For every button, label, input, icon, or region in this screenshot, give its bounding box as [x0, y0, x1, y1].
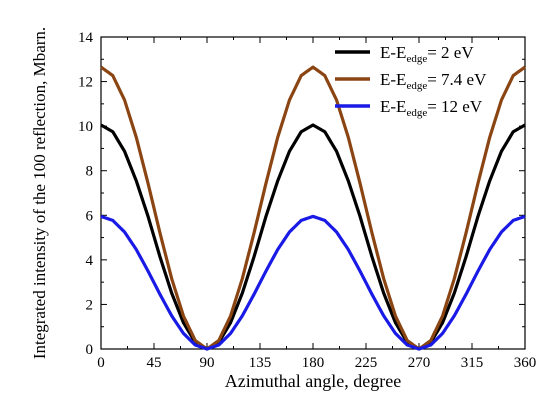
y-tick-label: 8	[86, 164, 94, 180]
y-tick-label: 4	[86, 253, 94, 269]
y-tick-label: 10	[78, 119, 93, 135]
legend-label-3: E-Eedge= 12 eV	[380, 97, 483, 119]
axis-ticks	[100, 36, 526, 350]
x-axis-label: Azimuthal angle, degree	[225, 371, 401, 391]
x-tick-label: 360	[514, 355, 537, 371]
x-tick-label: 180	[302, 355, 325, 371]
x-tick-label: 135	[249, 355, 272, 371]
series-line-1	[100, 123, 526, 351]
y-tick-label: 6	[86, 208, 94, 224]
legend-label-1: E-Eedge= 2 eV	[380, 43, 474, 65]
y-tick-label: 2	[86, 297, 94, 313]
y-tick-label: 12	[78, 75, 93, 91]
x-tick-label: 0	[97, 355, 105, 371]
y-tick-label: 14	[78, 30, 94, 46]
series-lines	[100, 65, 526, 351]
x-tick-label: 45	[147, 355, 162, 371]
x-tick-label: 90	[200, 355, 215, 371]
legend-label-2: E-Eedge= 7.4 eV	[380, 70, 487, 92]
x-tick-label: 270	[408, 355, 431, 371]
legend: E-Eedge= 2 eV E-Eedge= 7.4 eV E-Eedge= 12 …	[335, 43, 487, 119]
y-axis-label: Integrated intensity of the 100 reflecti…	[30, 27, 49, 359]
tick-labels: 0 45 90 135 180 225 270 315 360 0 2 4 6 8 10 12 14	[78, 30, 536, 371]
y-tick-label: 0	[86, 342, 94, 358]
x-tick-label: 225	[355, 355, 378, 371]
series-line-2	[100, 65, 526, 351]
x-tick-label: 315	[461, 355, 484, 371]
series-line-3	[100, 214, 526, 351]
